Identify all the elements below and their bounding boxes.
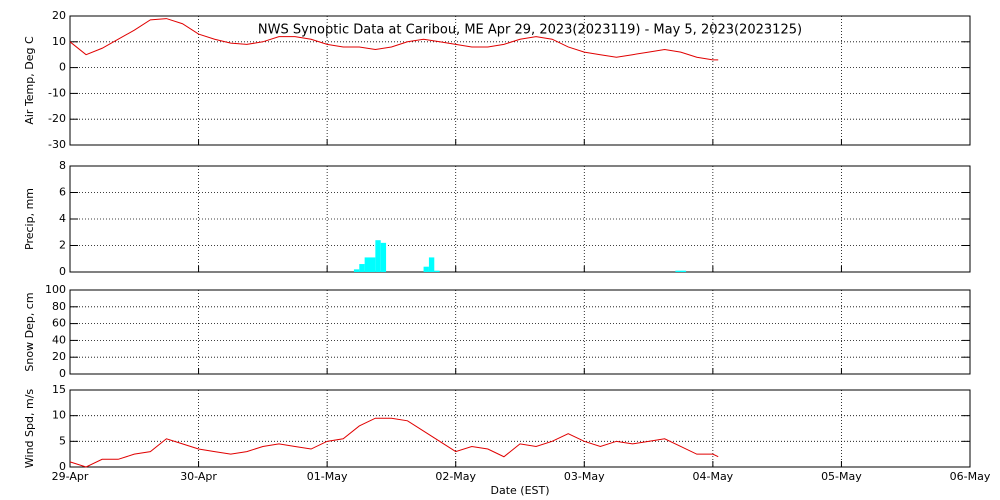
y-tick-label: 100 — [45, 283, 66, 296]
x-tick-label: 04-May — [692, 470, 733, 483]
y-tick-label: 5 — [59, 434, 66, 447]
chart-title: NWS Synoptic Data at Caribou, ME Apr 29,… — [258, 23, 802, 38]
x-tick-label: 02-May — [435, 470, 476, 483]
y-axis-label: Snow Dep, cm — [23, 292, 36, 371]
y-tick-label: 4 — [59, 212, 66, 225]
y-tick-label: 0 — [59, 61, 66, 74]
y-tick-label: 60 — [52, 317, 66, 330]
bar — [680, 270, 687, 272]
x-tick-label: 03-May — [564, 470, 605, 483]
y-tick-label: 0 — [59, 460, 66, 473]
y-axis-label: Wind Spd, m/s — [23, 389, 36, 469]
bar — [423, 266, 429, 272]
bar — [675, 270, 681, 272]
x-tick-label: 06-May — [950, 470, 991, 483]
bar — [364, 257, 370, 272]
y-tick-label: 80 — [52, 300, 66, 313]
y-axis-label: Air Temp, Deg C — [23, 36, 36, 125]
y-tick-label: 20 — [52, 9, 66, 22]
y-axis-label: Precip, mm — [23, 188, 36, 250]
y-tick-label: 20 — [52, 350, 66, 363]
y-tick-label: 10 — [52, 409, 66, 422]
x-tick-label: 30-Apr — [180, 470, 217, 483]
y-tick-label: 0 — [59, 265, 66, 278]
bar — [428, 257, 435, 272]
x-tick-label: 29-Apr — [52, 470, 89, 483]
y-tick-label: -10 — [48, 86, 66, 99]
x-tick-label: 05-May — [821, 470, 862, 483]
x-axis-label: Date (EST) — [490, 484, 549, 497]
y-tick-label: 2 — [59, 239, 66, 252]
bar — [353, 269, 360, 272]
bar — [434, 270, 440, 272]
y-tick-label: 10 — [52, 35, 66, 48]
data-line — [69, 18, 719, 61]
data-line — [69, 417, 719, 468]
x-tick-label: 01-May — [307, 470, 348, 483]
y-tick-label: 0 — [59, 367, 66, 380]
y-tick-label: 40 — [52, 333, 66, 346]
y-tick-label: -20 — [48, 112, 66, 125]
y-tick-label: 6 — [59, 186, 66, 199]
bar — [375, 240, 381, 272]
y-tick-label: 8 — [59, 159, 66, 172]
bar — [359, 264, 365, 272]
bar — [370, 257, 376, 272]
y-tick-label: 15 — [52, 383, 66, 396]
bar — [380, 242, 387, 272]
y-tick-label: -30 — [48, 138, 66, 151]
